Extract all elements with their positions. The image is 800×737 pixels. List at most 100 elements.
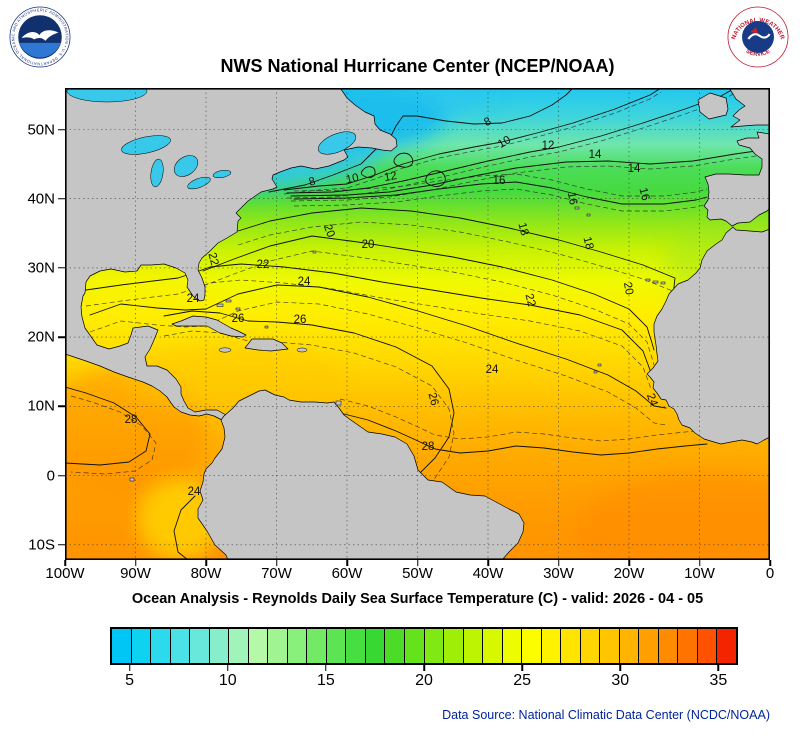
nws-globe-icon xyxy=(742,21,774,53)
x-axis-tick xyxy=(557,560,560,566)
contour-label: 14 xyxy=(628,163,641,175)
colorbar-cell xyxy=(248,629,269,663)
puerto-rico xyxy=(296,347,308,353)
colorbar-cell xyxy=(112,629,132,663)
lake-ontario xyxy=(212,169,232,179)
land-ireland xyxy=(697,92,729,120)
contour-label: 16 xyxy=(493,175,506,187)
contour-label: 10 xyxy=(345,172,360,186)
trinidad xyxy=(335,400,342,406)
colorbar-cell xyxy=(190,629,210,663)
lake-erie xyxy=(187,176,211,190)
x-axis-label: 30W xyxy=(543,565,574,582)
bahamas xyxy=(225,299,232,303)
galapagos xyxy=(129,477,135,482)
x-axis-label: 80W xyxy=(190,565,222,582)
land-cuba xyxy=(171,315,247,338)
x-axis-tick xyxy=(205,560,207,566)
x-axis-label: 70W xyxy=(261,565,292,582)
x-axis-label: 40W xyxy=(472,565,504,582)
x-axis-label: 10W xyxy=(684,565,715,582)
land-france-iberia xyxy=(703,131,770,227)
contour-label: 18 xyxy=(515,221,530,236)
colorbar-cell xyxy=(502,629,523,663)
map-frame xyxy=(65,88,770,560)
contour-label: 12 xyxy=(542,140,555,152)
nws-ring-text-bottom: SERVICE xyxy=(745,49,772,59)
colorbar-cell xyxy=(404,629,425,663)
colorbar-tick-label: 30 xyxy=(611,672,630,689)
contour-label: 22 xyxy=(205,251,220,266)
colorbar-tick xyxy=(717,665,720,671)
colorbar-tick xyxy=(619,665,621,671)
contour-label: 24 xyxy=(188,486,201,498)
contour-label: 20 xyxy=(321,223,337,239)
cape-verde xyxy=(593,370,598,374)
y-axis-label: 10S xyxy=(28,536,55,554)
colorbar-cell xyxy=(463,629,484,663)
contour-label: 28 xyxy=(125,414,138,426)
bermuda xyxy=(312,250,317,254)
bahamas xyxy=(235,307,241,311)
contour-label: 28 xyxy=(422,441,435,453)
lake-huron xyxy=(173,155,199,177)
colorbar-cell xyxy=(326,629,347,663)
colorbar-cell xyxy=(229,629,249,663)
colorbar-tick-label: 5 xyxy=(125,672,135,689)
colorbar-cell xyxy=(697,629,718,663)
noaa-emblem-sea xyxy=(19,42,61,58)
contour-label: 8 xyxy=(308,175,317,188)
land-africa xyxy=(646,226,770,445)
contour-label: 18 xyxy=(580,235,595,250)
y-axis-label: 0 xyxy=(46,467,55,484)
sst-map: 8 10 12 8 10 12 14 14 16 16 16 18 18 20 20 20 22 22 22 24 24… xyxy=(65,88,770,560)
x-axis-tick xyxy=(698,560,701,566)
colorbar-tick xyxy=(521,665,523,671)
nws-map-swoosh xyxy=(747,33,771,40)
cape-verde xyxy=(597,363,602,367)
x-axis-tick xyxy=(275,560,278,566)
azores xyxy=(586,213,591,217)
contour-label: 20 xyxy=(621,281,635,296)
x-axis-label: 100W xyxy=(45,565,85,582)
canary-islands xyxy=(652,280,659,284)
y-axis-label: 50N xyxy=(27,121,55,138)
colorbar-cell xyxy=(346,629,366,663)
land-south-america xyxy=(197,389,525,560)
y-axis-tick xyxy=(58,543,65,546)
canary-islands xyxy=(645,278,651,282)
colorbar-tick-label: 20 xyxy=(415,672,433,689)
colorbar-cell xyxy=(385,629,405,663)
land-hispaniola xyxy=(244,338,289,352)
colorbar-cell xyxy=(151,629,171,663)
colorbar-cell xyxy=(717,629,736,663)
y-axis-tick xyxy=(58,197,65,200)
nws-logo: NATIONAL WEATHER SERVICE xyxy=(727,6,789,68)
colorbar-tick xyxy=(423,665,425,671)
colorbar-cell xyxy=(307,629,327,663)
canary-islands xyxy=(660,281,666,285)
colorbar-tick xyxy=(227,665,229,671)
colorbar-tick-label: 10 xyxy=(218,672,237,689)
colorbar-cell xyxy=(268,629,288,663)
colorbar-cell xyxy=(580,629,601,663)
page-title: NWS National Hurricane Center (NCEP/NOAA… xyxy=(220,56,615,76)
contour-label: 20 xyxy=(362,239,375,251)
colorbar-cell xyxy=(619,629,640,663)
islands-layer xyxy=(129,206,666,482)
x-axis-label: 50W xyxy=(402,565,433,582)
contour-label: 8 xyxy=(482,115,493,129)
x-axis-label: 0 xyxy=(765,565,775,582)
x-axis-tick xyxy=(416,560,419,566)
y-axis-label: 20N xyxy=(27,328,55,346)
lake-superior xyxy=(121,135,171,155)
contour-label: 26 xyxy=(294,314,307,326)
contour-label: 26 xyxy=(425,391,440,406)
colorbar-tick xyxy=(325,665,327,671)
colorbar-cell xyxy=(287,629,308,663)
colorbar-cell xyxy=(424,629,445,663)
land-layer xyxy=(65,88,770,560)
contour-label: 24 xyxy=(187,293,200,305)
azores xyxy=(574,206,580,210)
